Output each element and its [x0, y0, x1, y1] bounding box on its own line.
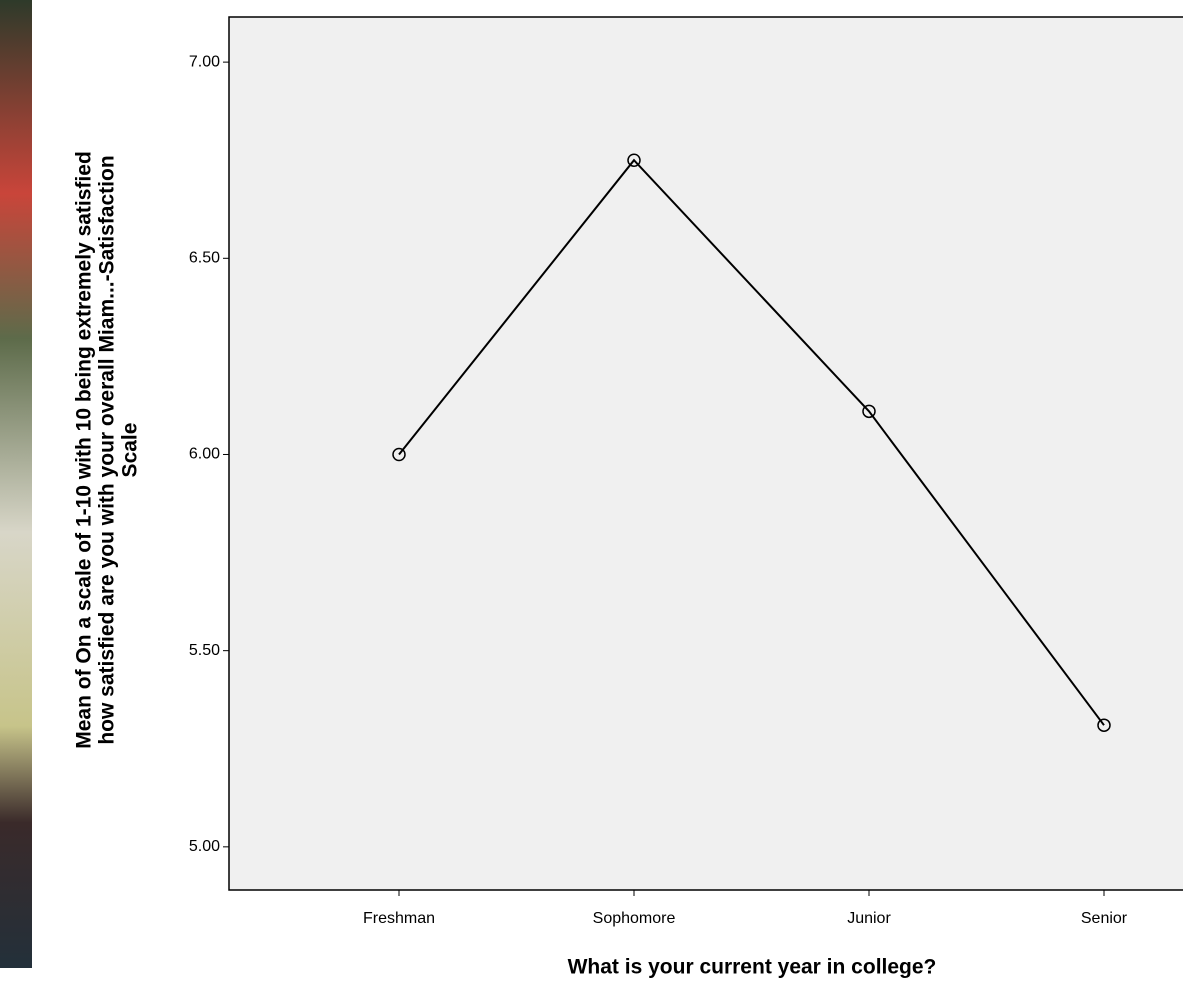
photo-strip — [0, 0, 32, 968]
marker — [1097, 718, 1111, 732]
y-tick-label: 6.00 — [189, 446, 220, 463]
y-axis-title-line: Scale — [119, 423, 142, 478]
line — [398, 158, 1105, 726]
x-tick-label: Freshman — [363, 910, 435, 927]
y-axis-title-line: Mean of On a scale of 1-10 with 10 being… — [73, 151, 96, 749]
y-tick-label: 6.50 — [189, 250, 220, 267]
y-axis-title: Mean of On a scale of 1-10 with 10 being… — [73, 151, 142, 749]
plot-area — [228, 16, 1183, 891]
marker — [392, 447, 406, 462]
x-tick-label: Junior — [847, 910, 891, 927]
x-tick-label: Sophomore — [593, 910, 676, 927]
y-axis-title-line: how satisfied are you with your overall … — [96, 155, 119, 744]
marker — [627, 153, 641, 167]
y-tick-label: 5.50 — [189, 642, 220, 659]
x-tick-label: Senior — [1081, 910, 1128, 927]
y-tick-label: 7.00 — [189, 53, 220, 70]
x-axis-title: What is your current year in college? — [568, 956, 937, 979]
y-tick-label: 5.00 — [189, 838, 220, 855]
marker — [862, 404, 876, 419]
